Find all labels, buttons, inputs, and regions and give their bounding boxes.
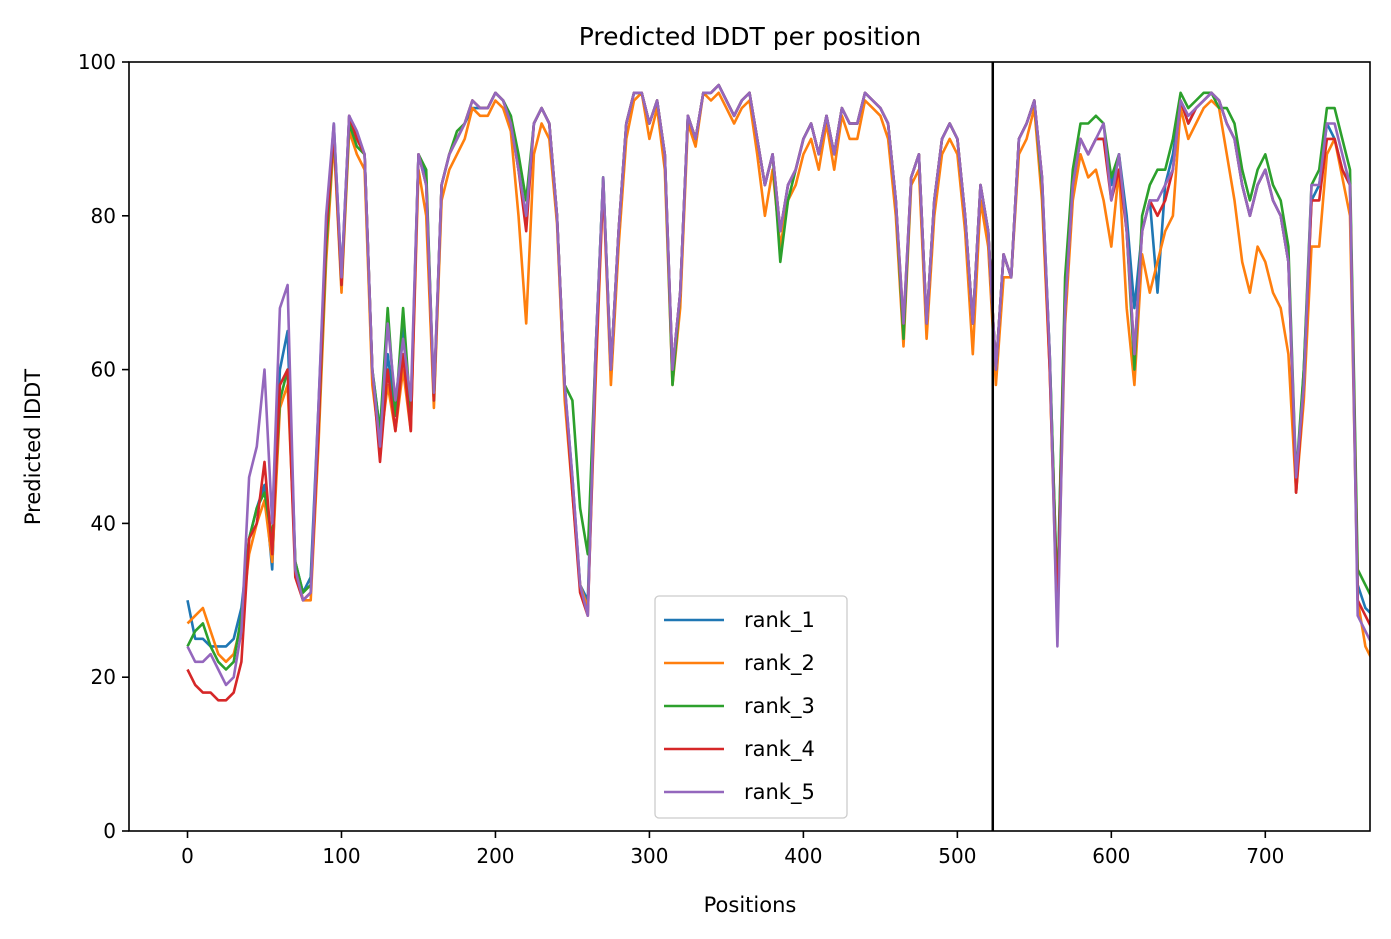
legend-box: [654, 595, 848, 819]
x-tick-label: 500: [938, 844, 976, 868]
x-tick-label: 600: [1092, 844, 1130, 868]
chart-title: Predicted lDDT per position: [579, 22, 921, 51]
y-tick-label: 100: [78, 50, 116, 74]
y-axis: 0 20 40 60 80 100: [78, 50, 129, 843]
plot-frame: [128, 61, 1371, 832]
legend-label-rank-1: rank_1: [744, 608, 815, 633]
x-tick-label: 400: [784, 844, 822, 868]
series-layer: [186, 83, 1370, 702]
legend-label-rank-5: rank_5: [744, 780, 815, 805]
y-tick-label: 20: [91, 665, 116, 689]
y-tick-label: 40: [91, 511, 116, 535]
legend-label-rank-3: rank_3: [744, 694, 815, 719]
y-tick-label: 60: [91, 358, 116, 382]
series-line-rank-3: [186, 83, 1370, 671]
legend-label-rank-4: rank_4: [744, 737, 815, 762]
legend: rank_1 rank_2 rank_3 rank_4 rank_5: [654, 595, 848, 819]
legend-label-rank-2: rank_2: [744, 651, 815, 676]
x-tick-label: 100: [322, 844, 360, 868]
series-line-rank-1: [186, 83, 1370, 648]
y-tick-label: 80: [91, 204, 116, 228]
x-tick-label: 0: [181, 844, 194, 868]
x-axis-title: Positions: [704, 893, 797, 917]
series-line-rank-5: [186, 83, 1370, 687]
x-axis: 0 100 200 300 400 500 600 700: [181, 831, 1284, 868]
y-tick-label: 0: [103, 819, 116, 843]
x-tick-label: 300: [630, 844, 668, 868]
plot-area: [128, 61, 1371, 832]
y-axis-title: Predicted lDDT: [21, 369, 45, 525]
x-tick-label: 700: [1246, 844, 1284, 868]
x-tick-label: 200: [476, 844, 514, 868]
